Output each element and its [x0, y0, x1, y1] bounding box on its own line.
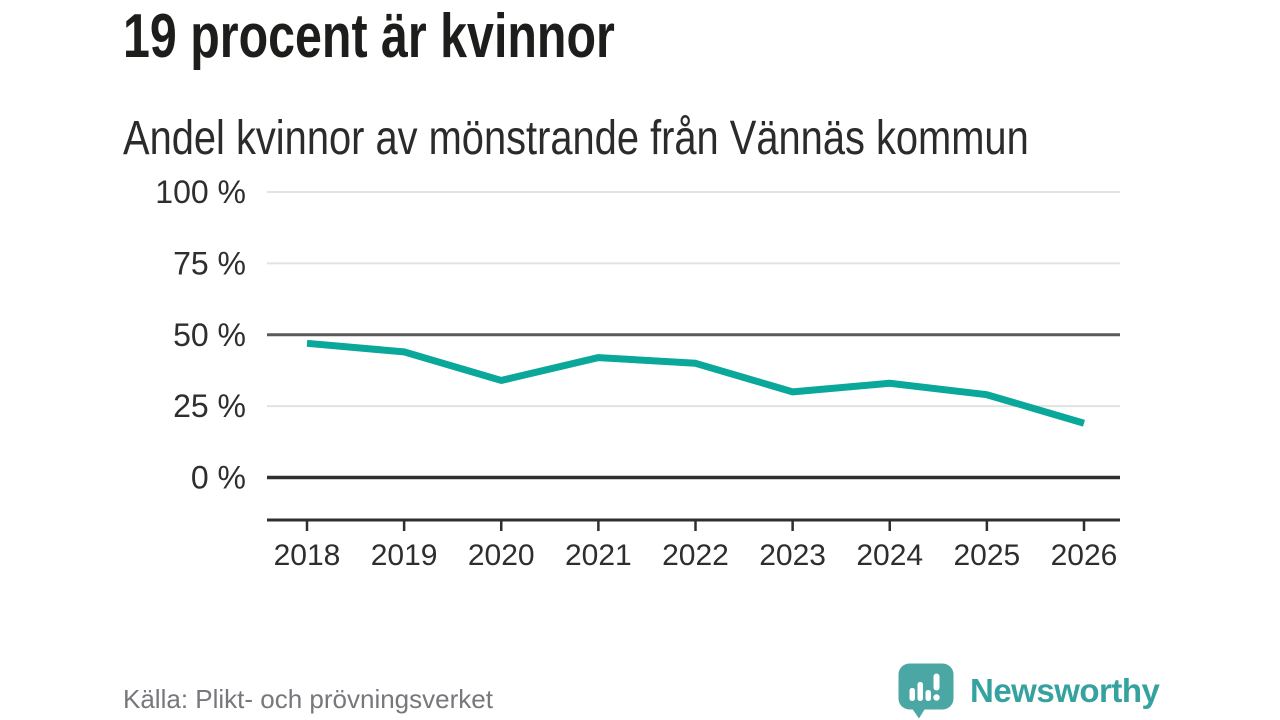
x-axis-tick-label: 2024: [856, 539, 923, 572]
newsworthy-wordmark: Newsworthy: [970, 671, 1160, 709]
y-axis-tick-label: 50 %: [173, 317, 246, 353]
y-axis-tick-label: 0 %: [191, 460, 246, 496]
x-axis-tick-label: 2022: [662, 539, 729, 572]
line-chart: 0 % 25 % 50 % 75 % 100 % 2018 2019 2020 2021 2022…: [155, 174, 1120, 572]
data-line-andel-kvinnor: [306, 339, 1085, 427]
y-axis-tick-label: 100 %: [155, 174, 246, 210]
y-axis-tick-label: 75 %: [173, 245, 246, 281]
x-axis-tick-label: 2020: [468, 539, 535, 572]
source-note: Källa: Plikt- och prövningsverket: [123, 684, 493, 714]
x-axis-tick-label: 2018: [274, 539, 341, 572]
logo-bars: [909, 673, 940, 701]
x-axis-tick-label: 2026: [1051, 539, 1118, 572]
x-axis-tick-label: 2021: [565, 539, 632, 572]
x-axis-tick-label: 2019: [371, 539, 438, 572]
x-axis-tick-label: 2025: [954, 539, 1021, 572]
newsworthy-logo-icon: [898, 663, 954, 719]
chart-title: 19 procent är kvinnor: [123, 2, 615, 71]
x-axis-tick-label: 2023: [759, 539, 826, 572]
y-axis-tick-label: 25 %: [173, 388, 246, 424]
chart-subtitle: Andel kvinnor av mönstrande från Vännäs …: [123, 112, 1029, 165]
newsworthy-logo: Newsworthy: [897, 662, 1160, 719]
